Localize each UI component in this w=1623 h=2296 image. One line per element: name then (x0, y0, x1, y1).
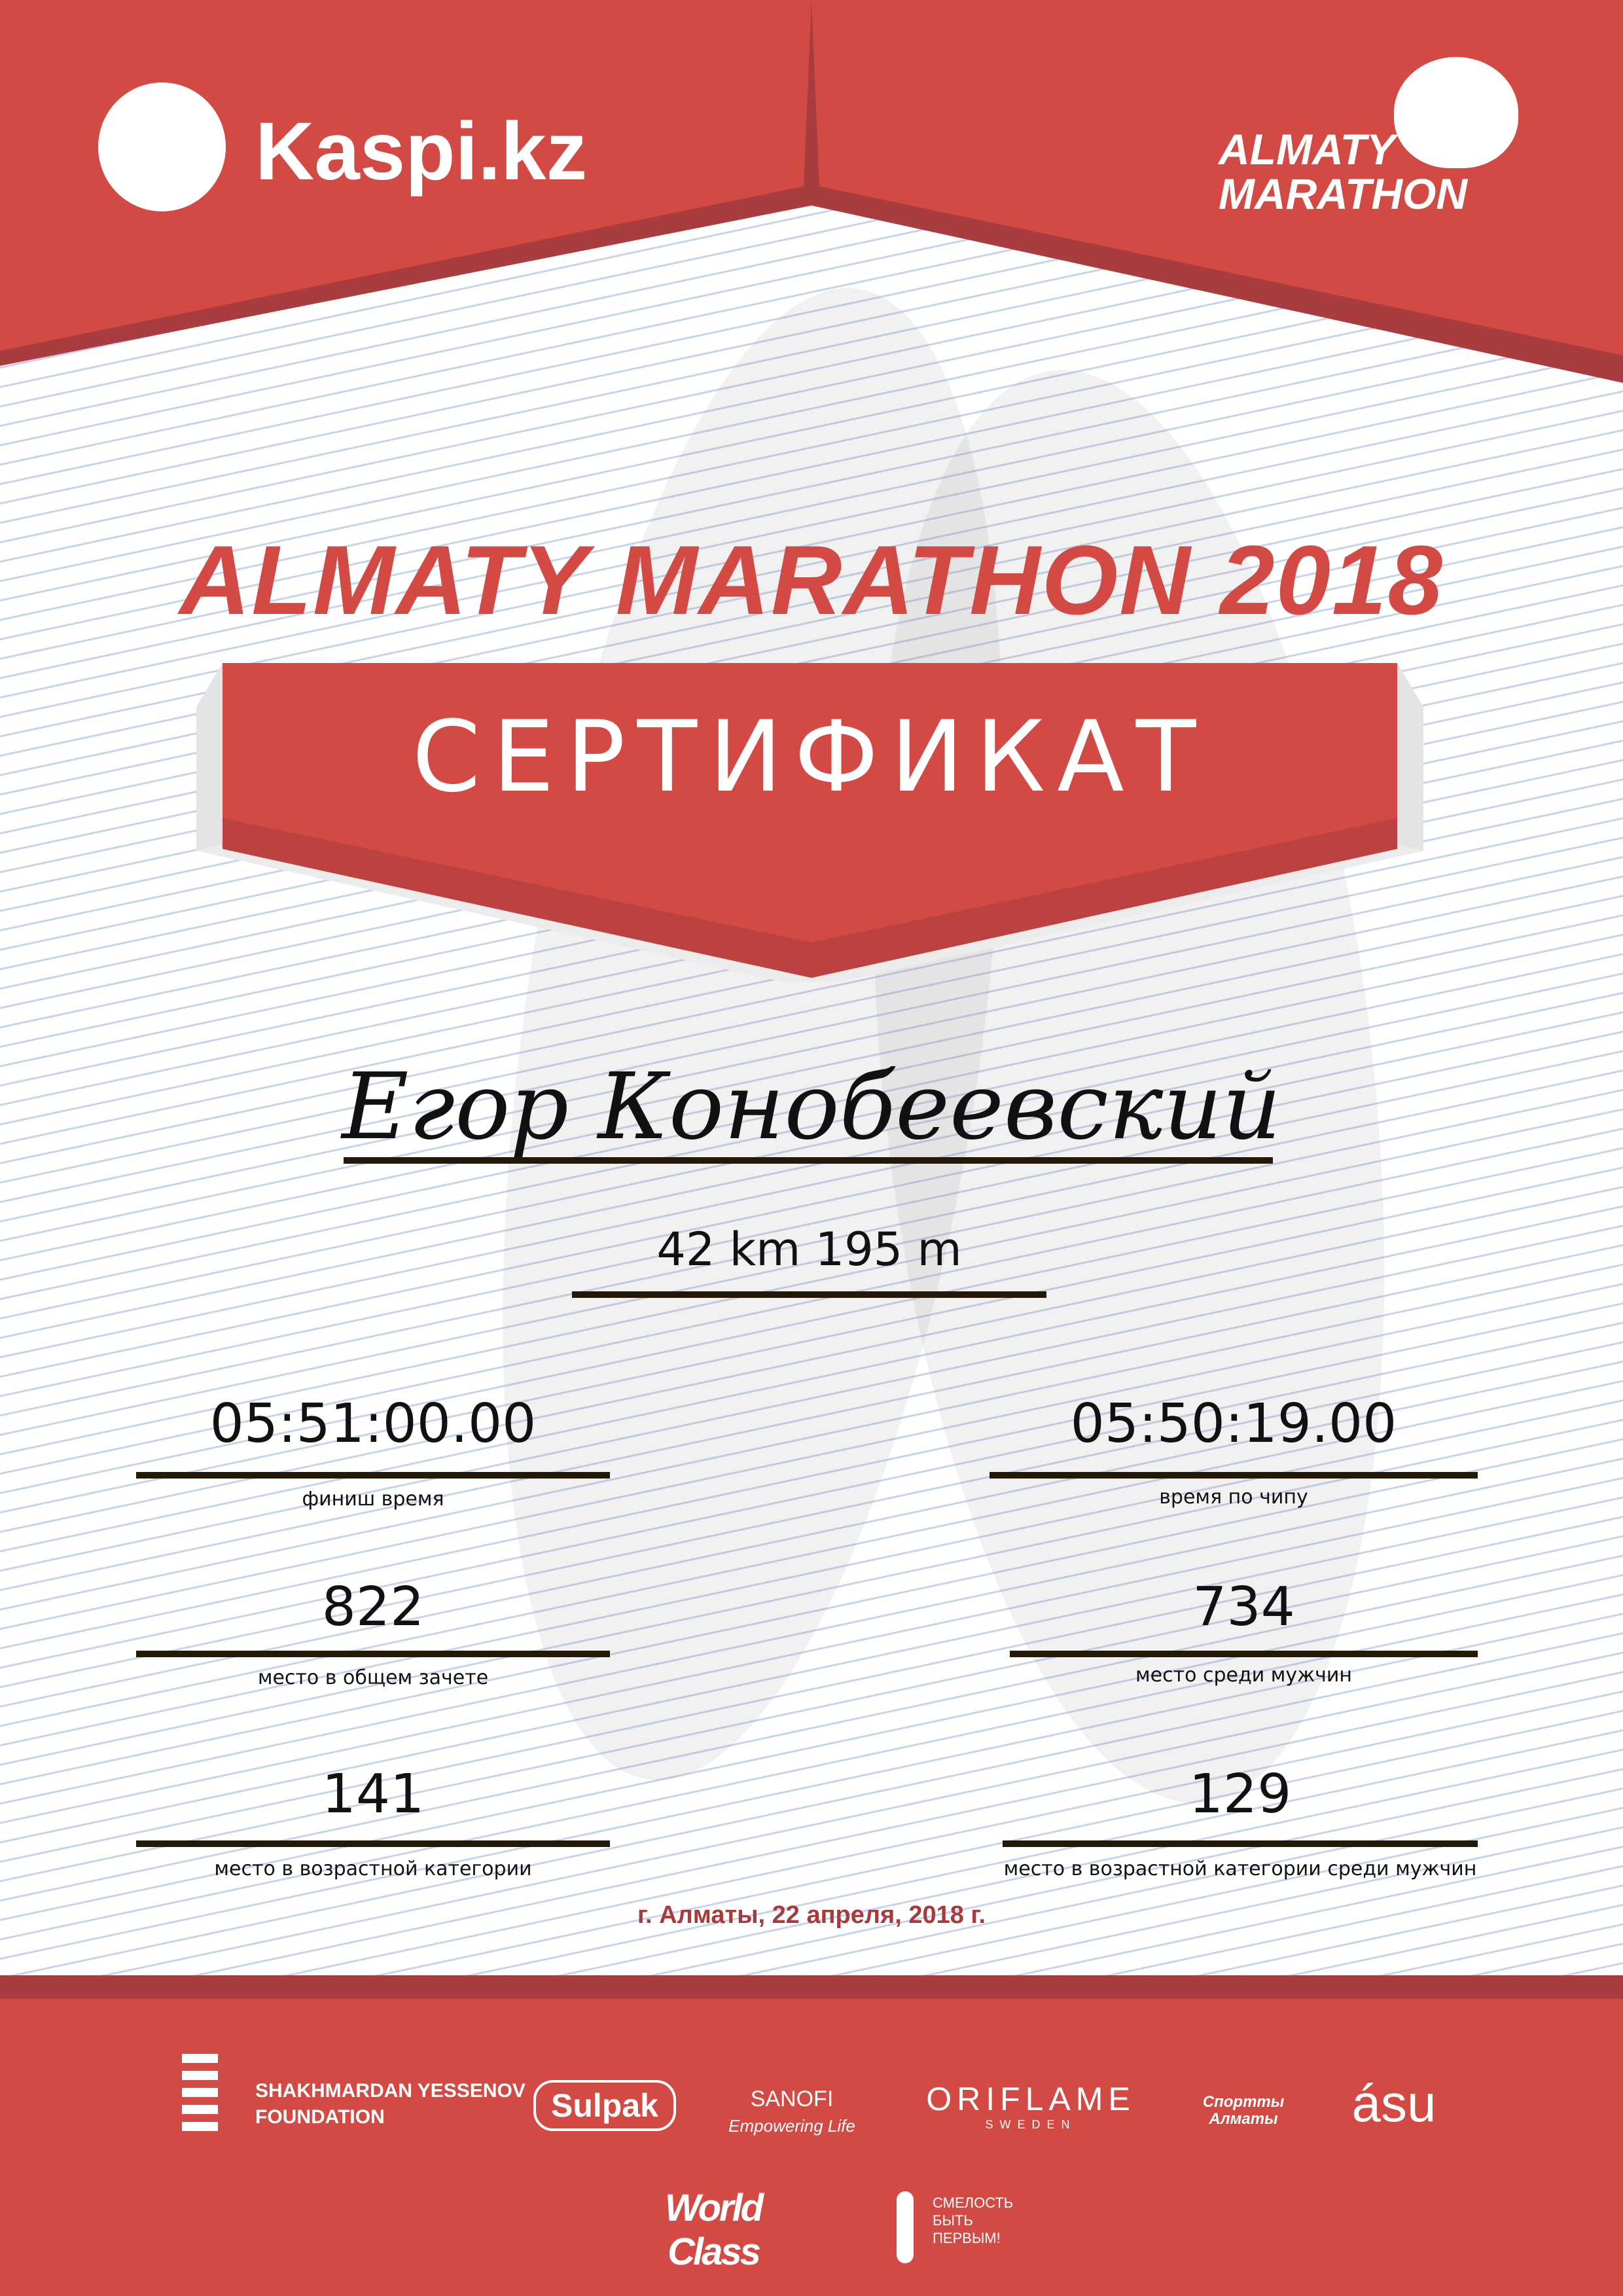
certificate-heading: СЕРТИФИКАТ (412, 700, 1208, 814)
certificate-banner (196, 663, 1423, 982)
chip-time: 05:50:19.00 (1070, 1393, 1397, 1455)
age-category-men-place: 129 (1188, 1763, 1292, 1825)
header-chevron (0, 0, 1623, 383)
logo-line-marathon: MARATHON (1219, 170, 1468, 218)
men-place: 734 (1192, 1576, 1295, 1638)
overall-place: 822 (321, 1576, 425, 1638)
finish-time: 05:51:00.00 (209, 1393, 537, 1455)
kaspi-icon (98, 82, 226, 211)
fund-text: БЫТЬ (933, 2212, 973, 2229)
yessenov-text: FOUNDATION (255, 2106, 385, 2128)
sponsors-footer: SHAKHMARDAN YESSENOV FOUNDATION Sulpak S… (0, 1975, 1623, 2296)
oriflame-logo: ORIFLAME (926, 2081, 1135, 2117)
underline (990, 1472, 1478, 1479)
footer-band (0, 1975, 1623, 1999)
underline (136, 1840, 610, 1847)
oriflame-sub: SWEDEN (985, 2118, 1077, 2131)
underline (1010, 1651, 1478, 1657)
yessenov-text: SHAKHMARDAN YESSENOV (255, 2080, 526, 2102)
asu-logo: ásu (1351, 2074, 1436, 2132)
participant-name: Егор Конобеевский (342, 1054, 1281, 1160)
name-underline (344, 1157, 1273, 1164)
chip-time-label: время по чипу (1159, 1486, 1308, 1509)
worldclass-logo: World Class (664, 2187, 764, 2273)
fund-text: ПЕРВЫМ! (933, 2230, 1001, 2246)
event-date-place: г. Алматы, 22 апреля, 2018 г. (637, 1901, 986, 1929)
kaspi-logo-text: Kaspi.kz (255, 106, 588, 197)
fund-text: СМЕЛОСТЬ (933, 2195, 1014, 2211)
sport-almaty-logo-2: Алматы (1209, 2110, 1278, 2128)
event-title: ALMATY MARATHON 2018 (179, 525, 1444, 635)
underline (1003, 1840, 1478, 1847)
runner-icon (1394, 57, 1518, 168)
sport-almaty-logo: Спортты (1202, 2093, 1285, 2111)
striped-background (0, 0, 1623, 1977)
age-category-place-label: место в возрастной категории (214, 1857, 532, 1880)
sanofi-tagline: Empowering Life (728, 2116, 855, 2136)
fund-icon (897, 2191, 914, 2263)
men-place-label: место среди мужчин (1135, 1664, 1352, 1687)
yessenov-icon (182, 2054, 218, 2132)
sanofi-logo: SANOFI (750, 2087, 834, 2111)
logo-line-almaty: ALMATY (1219, 125, 1396, 173)
underline (136, 1472, 610, 1479)
age-category-men-place-label: место в возрастной категории среди мужчи… (1003, 1857, 1477, 1880)
underline (136, 1651, 610, 1657)
finish-time-label: финиш время (302, 1488, 444, 1511)
overall-place-label: место в общем зачете (257, 1666, 489, 1689)
distance: 42 km 195 m (656, 1223, 962, 1276)
distance-underline (572, 1291, 1046, 1298)
age-category-place: 141 (321, 1763, 425, 1825)
sulpak-logo: Sulpak (533, 2080, 676, 2131)
